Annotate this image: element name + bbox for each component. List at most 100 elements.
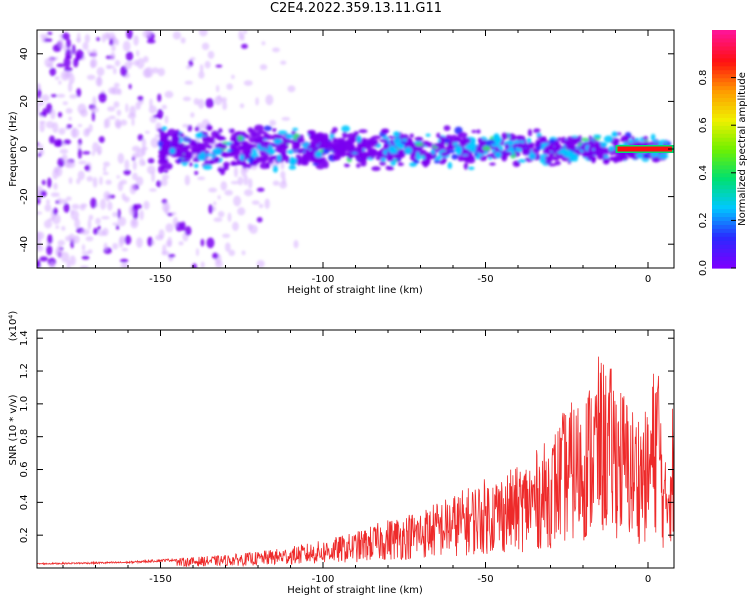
noise-blob: [47, 31, 53, 36]
signal-blob: [413, 159, 420, 164]
noise-blob: [147, 158, 155, 164]
noise-blob: [217, 195, 221, 200]
signal-blob: [563, 140, 573, 145]
noise-blob: [228, 249, 236, 257]
noise-blob: [280, 161, 285, 170]
signal-blob: [188, 140, 198, 147]
colorbar-cell: [712, 192, 736, 198]
colorbar-cell: [712, 208, 736, 214]
noise-blob: [76, 88, 82, 98]
noise-blob: [41, 179, 46, 186]
noise-blob: [66, 196, 72, 201]
noise-blob: [88, 214, 94, 221]
signal-blob: [447, 161, 453, 169]
noise-blob: [110, 52, 116, 61]
noise-blob: [102, 171, 109, 176]
noise-blob: [42, 108, 47, 118]
colorbar-cell: [712, 145, 736, 150]
signal-blob: [277, 130, 288, 135]
signal-blob: [221, 151, 228, 157]
noise-blob: [123, 169, 131, 176]
noise-blob: [66, 260, 71, 268]
signal-blob: [388, 155, 394, 161]
noise-blob: [136, 237, 143, 248]
noise-blob: [215, 64, 223, 68]
signal-blob: [592, 134, 602, 138]
noise-blob: [49, 135, 55, 144]
noise-blob: [46, 199, 50, 205]
signal-blob: [348, 137, 356, 144]
signal-blob: [211, 130, 220, 138]
noise-blob: [103, 118, 108, 129]
noise-blob: [142, 68, 152, 78]
noise-blob: [87, 218, 92, 230]
noise-blob: [93, 227, 99, 235]
signal-blob: [464, 144, 471, 150]
noise-blob: [132, 152, 139, 159]
signal-blob: [461, 138, 468, 147]
signal-blob: [440, 151, 449, 157]
noise-blob: [68, 233, 75, 242]
noise-blob: [184, 226, 192, 236]
noise-blob: [233, 166, 238, 178]
noise-blob: [49, 261, 56, 268]
spectrogram-y-tick-label: 20: [19, 95, 30, 108]
noise-blob: [39, 121, 45, 133]
noise-blob: [82, 151, 91, 155]
noise-blob: [53, 207, 58, 215]
noise-blob: [85, 236, 94, 242]
spectrogram-x-tick-label: 0: [645, 274, 651, 285]
signal-blob: [218, 128, 223, 134]
signal-blob: [353, 131, 359, 136]
signal-blob: [336, 151, 343, 155]
signal-blob: [332, 146, 340, 151]
noise-blob: [255, 97, 259, 106]
noise-blob: [43, 38, 53, 42]
noise-blob: [165, 223, 174, 233]
noise-blob: [38, 152, 42, 157]
noise-blob: [184, 80, 193, 85]
signal-blob: [159, 150, 167, 158]
signal-blob: [421, 159, 431, 167]
colorbar-cell: [712, 184, 736, 190]
noise-blob: [80, 109, 88, 118]
noise-blob: [79, 265, 89, 268]
noise-blob: [185, 65, 191, 70]
noise-blob: [261, 41, 266, 46]
colorbar-cell: [712, 117, 736, 122]
snr-y-tick-label: 0.8: [19, 429, 30, 445]
signal-blob: [228, 128, 235, 134]
noise-blob: [241, 43, 248, 49]
spectrogram-y-tick-label: 40: [19, 47, 30, 60]
signal-blob: [587, 145, 593, 153]
noise-blob: [200, 261, 205, 268]
signal-blob: [360, 163, 367, 167]
noise-blob: [172, 216, 179, 228]
noise-blob: [224, 242, 231, 252]
colorbar-gradient: [712, 30, 736, 269]
signal-blob: [171, 135, 181, 143]
noise-blob: [205, 98, 214, 109]
signal-blob: [570, 137, 580, 145]
colorbar-cell: [712, 109, 736, 114]
signal-blob: [306, 145, 315, 149]
signal-blob: [249, 144, 258, 148]
noise-blob: [249, 224, 258, 234]
noise-blob: [113, 67, 117, 75]
noise-blob: [87, 249, 93, 254]
noise-blob: [136, 58, 145, 70]
snr-plot-area: [37, 330, 674, 568]
signal-blob: [212, 156, 220, 164]
noise-blob: [217, 95, 221, 100]
signal-blob: [285, 133, 294, 139]
noise-blob: [137, 134, 144, 141]
noise-blob: [120, 65, 128, 77]
noise-blob: [119, 179, 128, 185]
noise-blob: [45, 103, 53, 114]
noise-blob: [122, 40, 131, 52]
noise-blob: [131, 118, 135, 127]
signal-blob: [341, 125, 351, 133]
colorbar-cell: [712, 244, 736, 249]
noise-blob: [153, 114, 162, 119]
noise-blob: [178, 241, 184, 246]
